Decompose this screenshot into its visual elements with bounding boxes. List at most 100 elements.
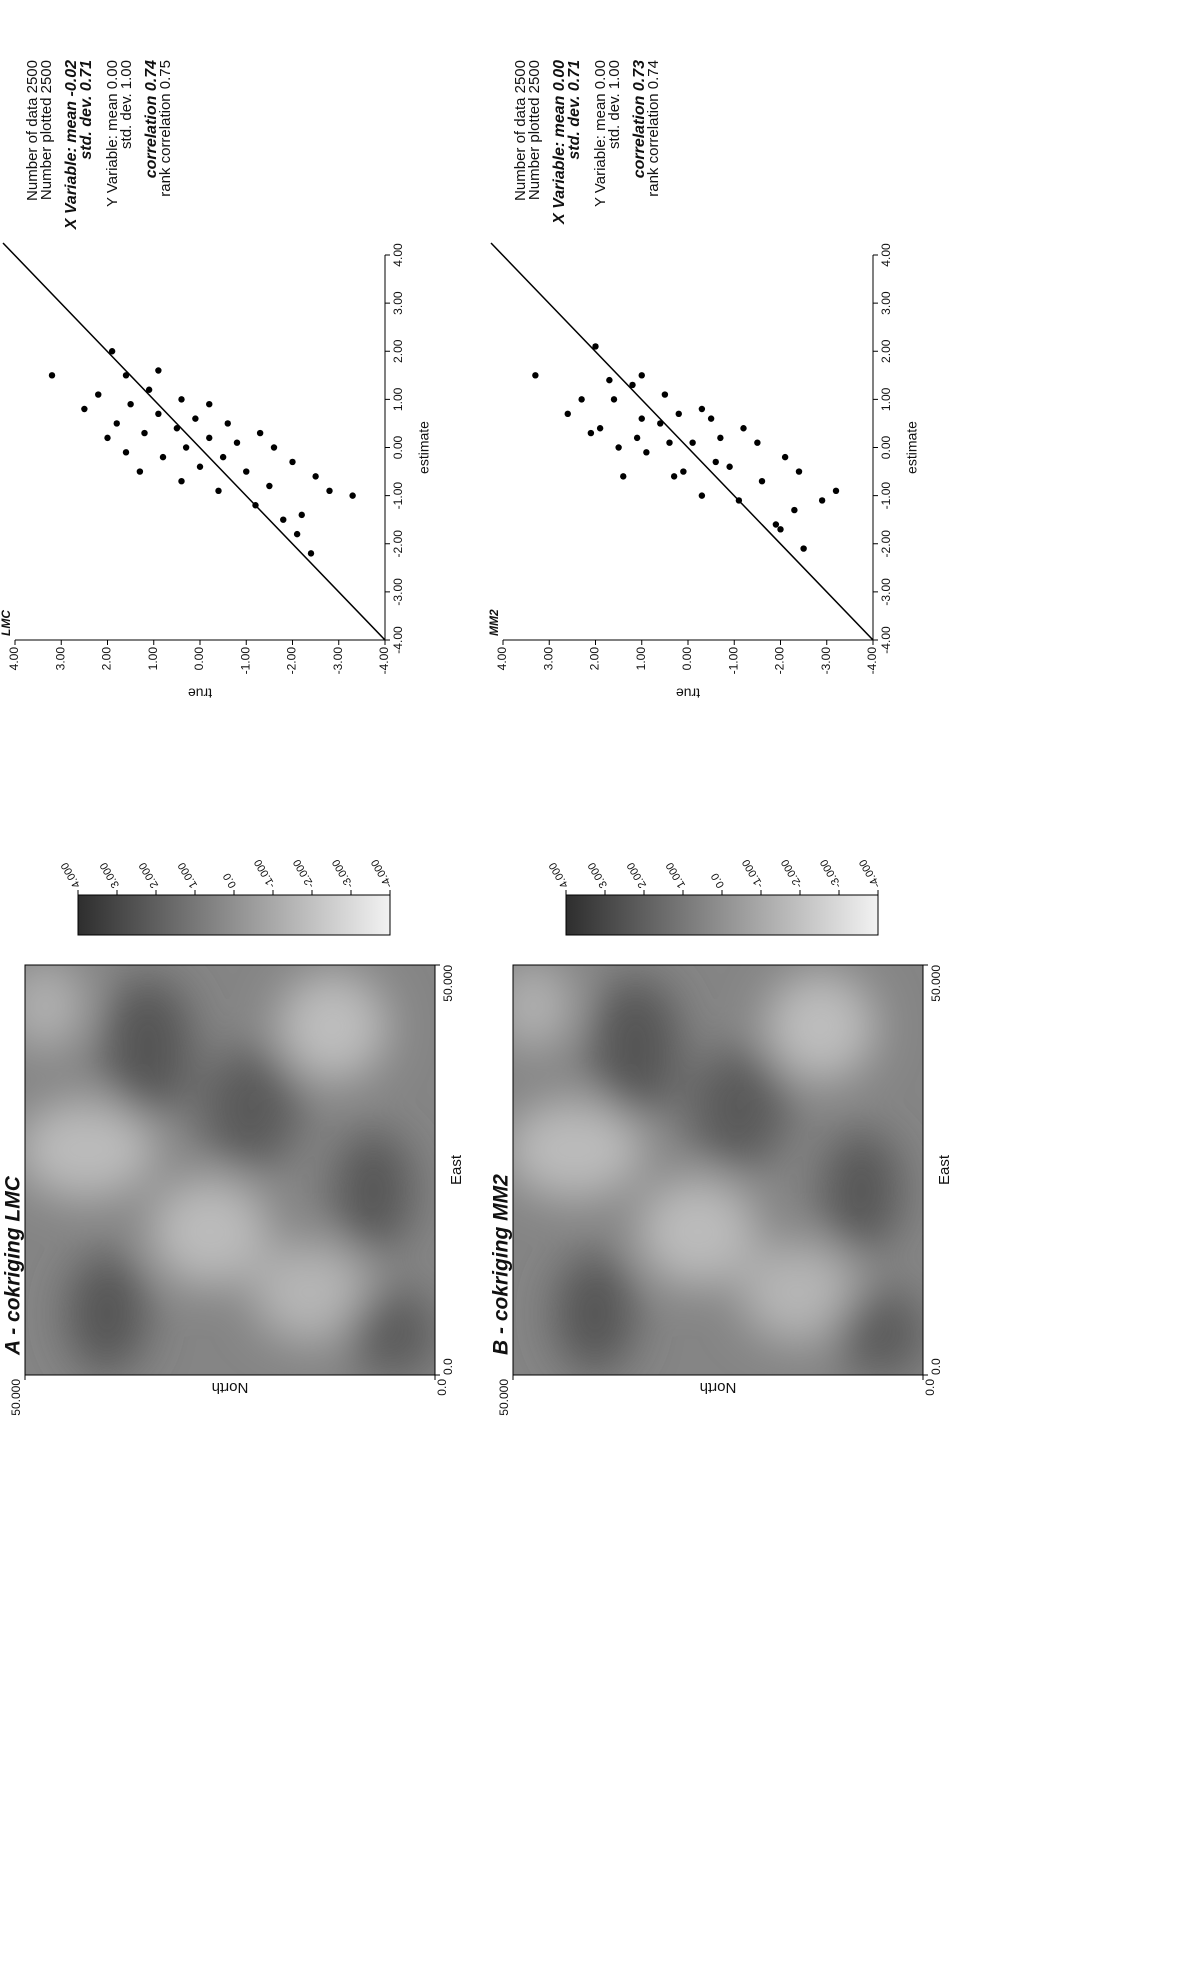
map-blob [740,1243,860,1343]
x-tick-label: 0.0 [929,1358,943,1375]
scatter-point [113,420,120,427]
statistic: correlation 0.74 [143,60,160,178]
y-tick-label: -3.00 [331,647,345,675]
x-tick-label: 4.00 [879,243,893,267]
x-tick-label: 0.00 [391,435,405,459]
map-blob [765,971,876,1082]
scatter-point [726,463,733,470]
x-tick-label: 1.00 [879,387,893,411]
map-blob [513,1099,645,1200]
colorbar-tick-label: 4.000 [59,860,83,890]
scatter-point [754,439,761,446]
colorbar-tick-label: 3.000 [98,860,122,890]
scatter-point [777,526,784,533]
y-tick-label: -2.00 [285,647,299,675]
scatter-point [178,477,185,485]
y-tick-label: 2.00 [588,647,602,671]
scatter-point [800,545,807,552]
y-tick-label: -2.00 [773,647,787,675]
statistic: std. dev. 0.71 [566,60,583,160]
x-tick-label: 1.00 [391,387,405,411]
scatter-point [610,396,618,403]
map-blob [837,1289,923,1375]
map-blob [277,971,388,1082]
scatter-point [192,415,199,422]
map-blob [821,1130,902,1251]
map-blob [591,977,681,1117]
scatter-point [252,502,259,509]
colorbar-tick-label: 2.000 [625,860,649,890]
map-blob [200,1048,301,1169]
scatter-point [145,386,153,393]
y-tick-label: -4.00 [865,647,879,675]
map-title: B - cokriging MM2 [490,1174,513,1355]
y-tick-label: 50.000 [497,1379,511,1416]
scatter-point [818,497,826,504]
y-tick-label: 3.00 [541,647,555,671]
scatter-point [689,439,696,446]
scatter-point [592,343,599,350]
statistic: X Variable: mean 0.00 [551,60,568,225]
colorbar-tick-label: 0.0 [709,871,727,890]
x-tick-label: 50.000 [929,965,943,1002]
y-tick-label: 0.0 [435,1379,449,1396]
x-tick-label: 4.00 [391,243,405,267]
scatter-point [289,458,296,466]
scatter-point [606,376,613,384]
map-panel: A - cokriging LMC 0.0 50.000 0.0 50.000 East N… [2,857,465,1416]
scatter-point [81,405,88,413]
statistic: X Variable: mean -0.02 [63,60,80,230]
y-tick-label: 1.00 [146,647,160,671]
scatter-point [587,429,595,437]
scatter-point [670,473,678,480]
scatter-point [326,487,333,495]
y-tick-label: -3.00 [819,647,833,675]
x-axis-label: East [448,1154,465,1185]
map-blob [25,965,86,1051]
chart-title: MM2 [487,609,501,636]
scatter-point [795,468,803,475]
y-axis-label: true [676,685,700,701]
colorbar-tick-label: 4.000 [547,860,571,890]
scatter-point [122,449,130,456]
scatter-point [629,381,636,389]
x-tick-label: 2.00 [879,339,893,363]
scatter-point [349,492,356,499]
y-tick-label: 0.00 [680,647,694,671]
scatter-point [219,453,227,461]
scatter-point [698,405,706,413]
scatter-point [578,396,585,403]
colorbar-tick-label: -1.000 [252,857,278,890]
y-tick-label: -4.00 [377,647,391,675]
statistic: Y Variable: mean 0.00 [592,60,609,207]
colorbar-tick-label: -4.000 [857,857,883,890]
scatter-point [638,415,645,422]
map-blob [67,1253,147,1374]
colorbar-tick-label: -3.000 [818,857,844,890]
scatter-point [698,492,706,499]
y-axis-label: true [188,685,212,701]
scatter-point [293,530,301,538]
x-tick-label: -3.00 [879,578,893,606]
colorbar [565,894,879,936]
colorbar-tick-label: -4.000 [369,857,395,890]
scatter-point [712,458,719,466]
map-field [513,965,923,1375]
scatter-point [666,439,673,446]
scatter-point [740,425,747,432]
map-frame [512,964,924,1376]
x-axis-label: estimate [416,421,432,474]
scatter-point [564,410,571,418]
y-tick-label: 50.000 [9,1379,23,1416]
scatter-point [638,372,645,379]
statistic: Y Variable: mean 0.00 [104,60,121,207]
scatter-point [532,372,539,379]
scatter-point [280,516,287,523]
map-blob [637,1176,758,1287]
x-tick-label: 0.00 [879,435,893,459]
map-blob [333,1130,414,1251]
scatter-point [791,506,798,514]
x-tick-label: 0.0 [441,1358,455,1375]
statistic: Number plotted 2500 [38,60,55,200]
y-axis-label: North [212,1379,249,1396]
